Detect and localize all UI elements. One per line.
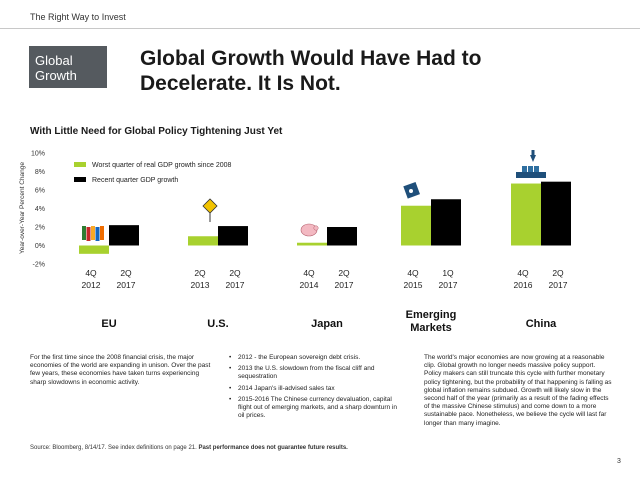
- piggy-bank-icon: [313, 225, 319, 231]
- down-arrow-icon: [530, 155, 536, 162]
- cargo-ship-icon: [528, 166, 533, 172]
- period-year-label: 2017: [549, 280, 568, 290]
- period-year-label: 2017: [117, 280, 136, 290]
- period-quarter-label: 1Q: [442, 268, 454, 278]
- source-text: Source: Bloomberg, 8/14/17. See index de…: [30, 445, 197, 451]
- period-quarter-label: 2Q: [338, 268, 350, 278]
- y-tick-label: 4%: [35, 206, 45, 213]
- period-quarter-label: 2Q: [552, 268, 564, 278]
- bar-worst-quarter: [401, 205, 431, 246]
- bar-recent-quarter: [327, 227, 357, 246]
- flags-icon: [86, 227, 91, 241]
- y-tick-label: 10%: [31, 151, 45, 158]
- bullet-item: 2013 the U.S. slowdown from the fiscal c…: [229, 365, 399, 381]
- y-axis-label: Year-over-Year Percent Change: [19, 162, 26, 254]
- down-arrow-icon: [531, 150, 535, 156]
- category-label: Japan: [311, 318, 343, 330]
- section-label: Global Growth: [29, 46, 107, 88]
- category-label: U.S.: [207, 318, 228, 330]
- period-year-label: 2017: [439, 280, 458, 290]
- bar-worst-quarter: [297, 242, 327, 246]
- left-commentary: For the first time since the 2008 financ…: [30, 354, 211, 386]
- period-year-label: 2016: [514, 280, 533, 290]
- period-year-label: 2013: [191, 280, 210, 290]
- bullet-item: 2015-2016 The Chinese currency devaluati…: [229, 396, 399, 421]
- header-divider: [0, 28, 640, 29]
- legend-label-worst: Worst quarter of real GDP growth since 2…: [92, 162, 232, 169]
- legend-swatch-recent: [74, 177, 86, 182]
- period-year-label: 2017: [335, 280, 354, 290]
- flags-icon: [95, 227, 100, 241]
- slowdown-bullet-list: 2012 - the European sovereign debt crisi…: [229, 354, 399, 423]
- period-quarter-label: 4Q: [85, 268, 97, 278]
- disclaimer-text: Past performance does not guarantee futu…: [198, 445, 348, 451]
- page-title: Global Growth Would Have Had to Decelera…: [140, 46, 610, 96]
- header-tagline: The Right Way to Invest: [30, 12, 126, 22]
- y-tick-label: -2%: [33, 262, 45, 269]
- bullet-item: 2012 - the European sovereign debt crisi…: [229, 354, 399, 362]
- bar-recent-quarter: [431, 199, 461, 246]
- period-year-label: 2015: [404, 280, 423, 290]
- source-note: Source: Bloomberg, 8/14/17. See index de…: [30, 445, 348, 451]
- bar-recent-quarter: [541, 181, 571, 246]
- hazard-sign-icon: [202, 198, 218, 214]
- category-label: Emerging: [406, 309, 457, 321]
- period-quarter-label: 2Q: [194, 268, 206, 278]
- page-number: 3: [617, 458, 621, 465]
- legend-swatch-worst: [74, 162, 86, 167]
- right-commentary: The world's major economies are now grow…: [424, 354, 612, 427]
- section-label-line2: Growth: [35, 68, 77, 83]
- page-title-line2: Decelerate. It Is Not.: [140, 72, 341, 95]
- y-tick-label: 6%: [35, 188, 45, 195]
- category-label: Markets: [410, 322, 452, 334]
- flags-icon: [91, 226, 95, 240]
- bar-worst-quarter: [188, 236, 218, 246]
- period-quarter-label: 4Q: [407, 268, 419, 278]
- period-year-label: 2012: [82, 280, 101, 290]
- flags-icon: [82, 226, 86, 240]
- currency-tag-icon: [409, 189, 413, 193]
- cargo-ship-icon: [534, 166, 539, 172]
- period-quarter-label: 2Q: [229, 268, 241, 278]
- cargo-ship-icon: [522, 166, 527, 172]
- section-label-line1: Global: [35, 53, 73, 68]
- period-year-label: 2014: [300, 280, 319, 290]
- category-label: EU: [101, 318, 116, 330]
- bar-worst-quarter: [511, 183, 541, 246]
- gdp-bar-chart: Year-over-Year Percent Change 10% 8% 6% 4% 2%…: [19, 150, 571, 334]
- y-tick-label: 2%: [35, 225, 45, 232]
- category-label: China: [526, 318, 557, 330]
- period-year-label: 2017: [226, 280, 245, 290]
- bullet-item: 2014 Japan's ill-advised sales tax: [229, 385, 399, 393]
- flags-icon: [100, 226, 104, 240]
- cargo-ship-icon: [516, 172, 546, 178]
- period-quarter-label: 2Q: [120, 268, 132, 278]
- y-tick-label: 0%: [35, 243, 45, 250]
- page-title-line1: Global Growth Would Have Had to: [140, 47, 482, 70]
- y-tick-label: 8%: [35, 169, 45, 176]
- legend-label-recent: Recent quarter GDP growth: [92, 177, 178, 184]
- period-quarter-label: 4Q: [303, 268, 315, 278]
- period-quarter-label: 4Q: [517, 268, 529, 278]
- bar-recent-quarter: [109, 225, 139, 246]
- bar-recent-quarter: [218, 226, 248, 246]
- bar-worst-quarter: [79, 245, 109, 254]
- chart-subtitle: With Little Need for Global Policy Tight…: [30, 126, 283, 137]
